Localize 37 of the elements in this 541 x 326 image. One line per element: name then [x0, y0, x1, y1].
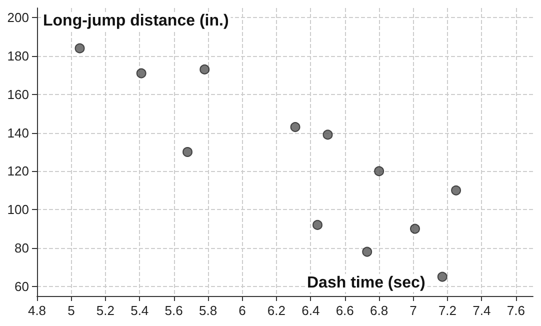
y-tick-label: 80 [14, 240, 29, 256]
x-tick-label: 5 [68, 303, 75, 318]
point [362, 246, 372, 257]
point [451, 185, 462, 196]
y-tick-label: 60 [14, 278, 29, 294]
point [182, 147, 193, 157]
point [290, 122, 300, 132]
y-tick-label: 200 [7, 10, 29, 26]
y-tick-label: 100 [7, 202, 29, 218]
x-axis-title: Dash time (sec) [307, 274, 426, 292]
x-tick-label: 6.8 [370, 303, 388, 318]
y-tick-label: 160 [7, 86, 29, 102]
x-tick-label: 6.6 [336, 303, 354, 318]
point [200, 64, 210, 74]
point [410, 224, 420, 234]
x-tick-label: 5.8 [198, 303, 218, 318]
y-axis-title: Long-jump distance (in.) [43, 12, 229, 30]
point [322, 130, 333, 140]
point [437, 272, 448, 282]
x-tick-label: 7.4 [472, 303, 491, 318]
point [74, 43, 85, 54]
x-tick-label: 5.2 [96, 303, 114, 318]
y-tick-label: 140 [7, 125, 29, 140]
x-tick-label: 7.2 [438, 303, 457, 318]
x-tick-label: 5.6 [164, 303, 183, 318]
x-tick-label: 5.4 [130, 303, 149, 318]
x-tick-label: 4.8 [28, 303, 46, 318]
point [374, 166, 384, 176]
x-tick-label: 7 [410, 303, 417, 318]
x-tick-label: 6.4 [302, 303, 320, 318]
y-tick-label: 120 [7, 164, 29, 179]
x-tick-label: 6.2 [267, 303, 286, 318]
x-tick-label: 7.6 [506, 303, 525, 318]
point [312, 220, 322, 230]
point [136, 68, 146, 78]
x-tick-label: 6 [238, 303, 246, 318]
y-tick-label: 180 [7, 48, 29, 64]
